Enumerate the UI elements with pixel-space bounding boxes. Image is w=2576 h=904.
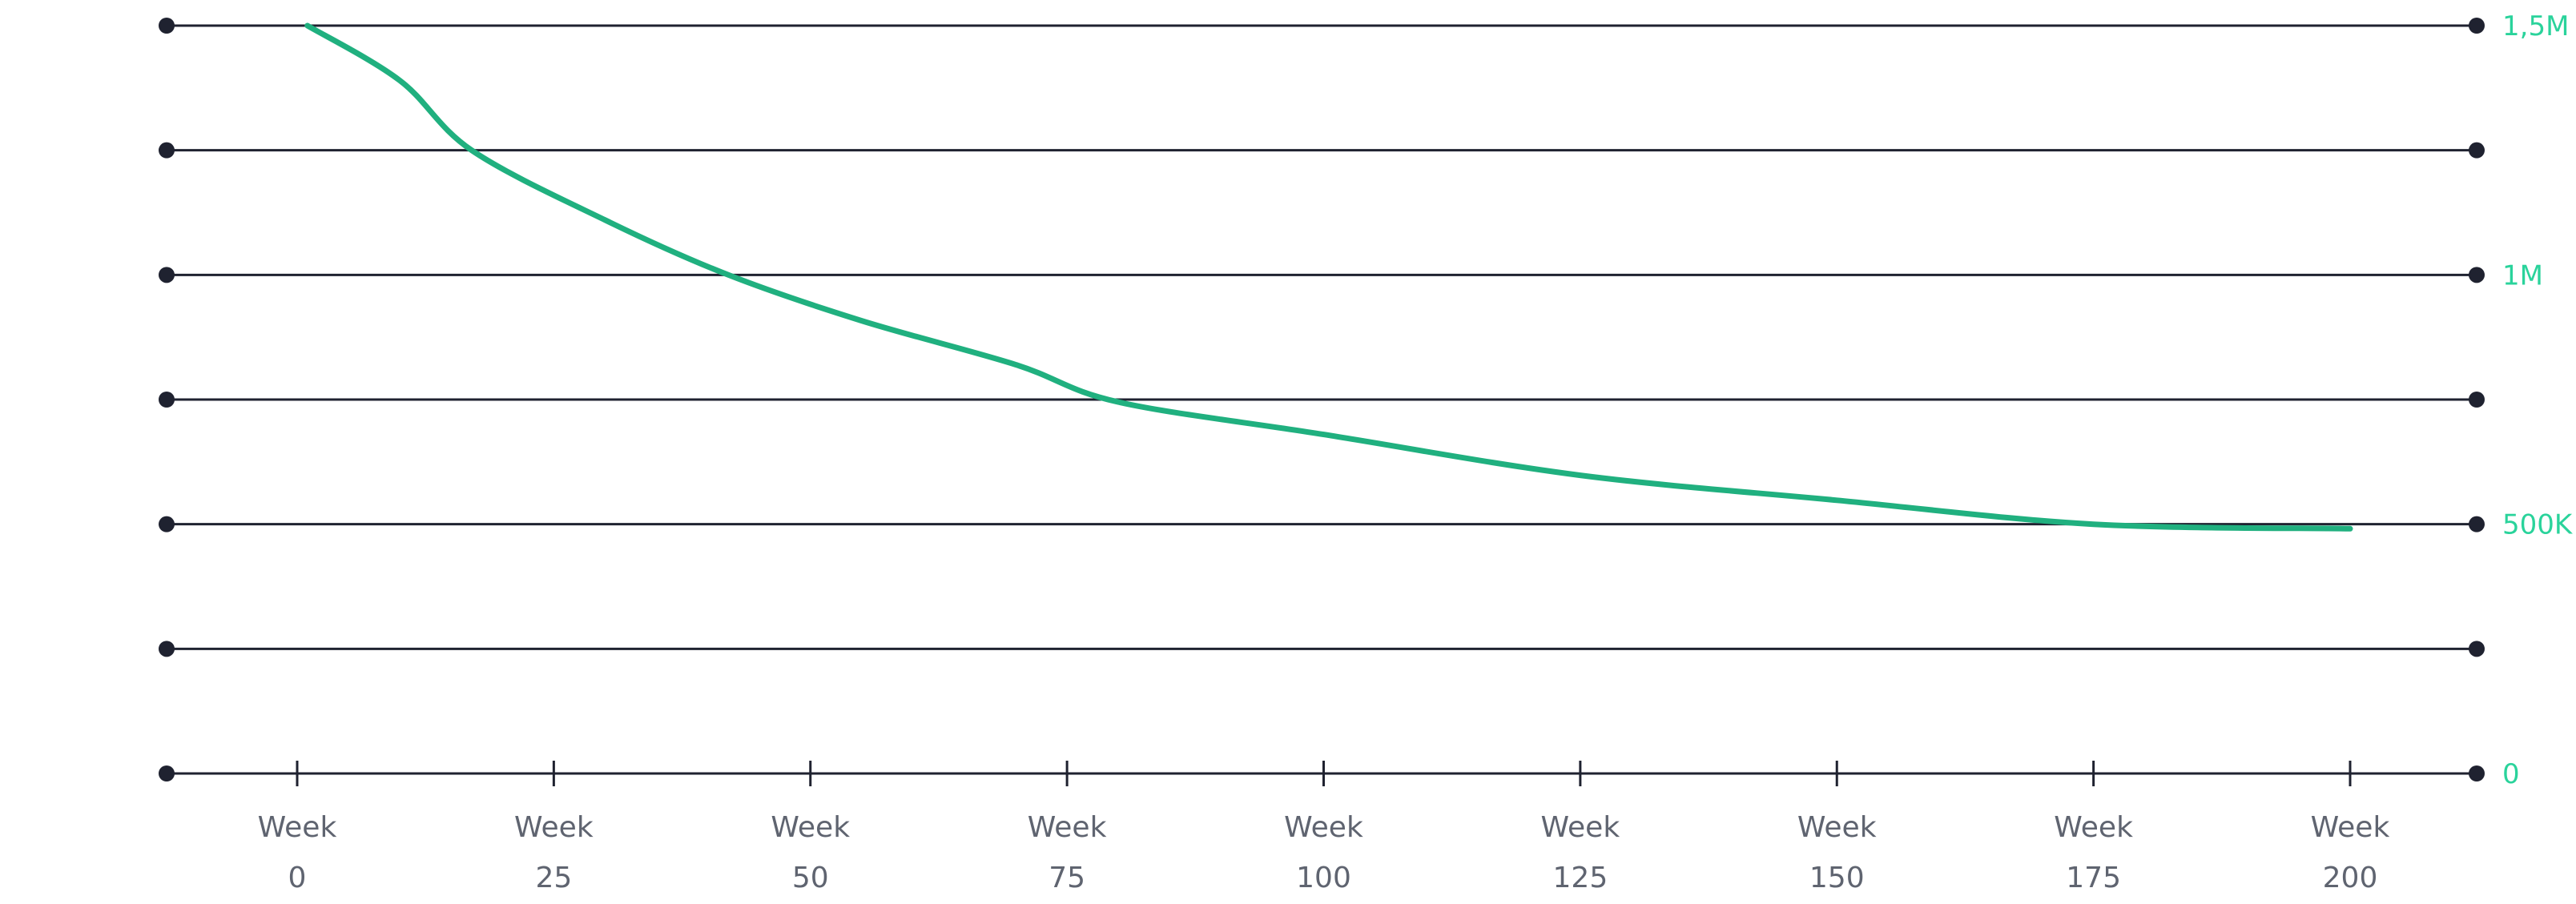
gridline-right-dot (2469, 18, 2485, 34)
label-layer: 0 500K 1M 1,5M Week 0 Week 25 Week 50 Week 75 Week 10… (258, 10, 2574, 894)
x-tick-label-line1: Week (1541, 811, 1620, 844)
x-tick-label-line2: 25 (535, 862, 572, 894)
gridline-right-dot (2469, 641, 2485, 657)
x-tick-label-line1: Week (514, 811, 594, 844)
gridline-right-dot (2469, 267, 2485, 283)
x-tick-label-line1: Week (1028, 811, 1107, 844)
x-tick-label-line1: Week (1284, 811, 1363, 844)
x-tick-layer (296, 761, 2352, 786)
y-tick-label: 1M (2502, 259, 2543, 291)
gridline-left-dot (159, 142, 175, 159)
gridline-left-dot (159, 516, 175, 532)
x-tick-label-line1: Week (2311, 811, 2390, 844)
gridline-right-dot (2469, 142, 2485, 159)
gridline-left-dot (159, 267, 175, 283)
x-tick-label-line2: 200 (2323, 862, 2378, 894)
x-tick-label-line2: 75 (1049, 862, 1085, 894)
gridline-right-dot (2469, 516, 2485, 532)
x-tick-label-line1: Week (258, 811, 337, 844)
x-tick-label-line2: 50 (792, 862, 829, 894)
x-tick-label-line1: Week (2054, 811, 2133, 844)
y-tick-label: 1,5M (2502, 10, 2569, 42)
gridline-left-dot (159, 18, 175, 34)
y-tick-label: 500K (2502, 509, 2574, 541)
grid-layer (159, 18, 2485, 781)
gridline-left-dot (159, 392, 175, 408)
gridline-right-dot (2469, 392, 2485, 408)
series-layer (304, 22, 2353, 532)
gridline-left-dot (159, 641, 175, 657)
x-tick-label-line1: Week (771, 811, 850, 844)
x-tick-label-line2: 125 (1553, 862, 1608, 894)
x-tick-label-line2: 100 (1296, 862, 1351, 894)
y-tick-label: 0 (2502, 758, 2520, 790)
x-tick-label-line1: Week (1797, 811, 1877, 844)
x-tick-label-line2: 150 (1809, 862, 1865, 894)
x-tick-label-line2: 175 (2066, 862, 2121, 894)
x-tick-label-line2: 0 (288, 862, 307, 894)
series-line-0 (304, 22, 2353, 532)
gridline-right-dot (2469, 765, 2485, 781)
gridline-left-dot (159, 765, 175, 781)
